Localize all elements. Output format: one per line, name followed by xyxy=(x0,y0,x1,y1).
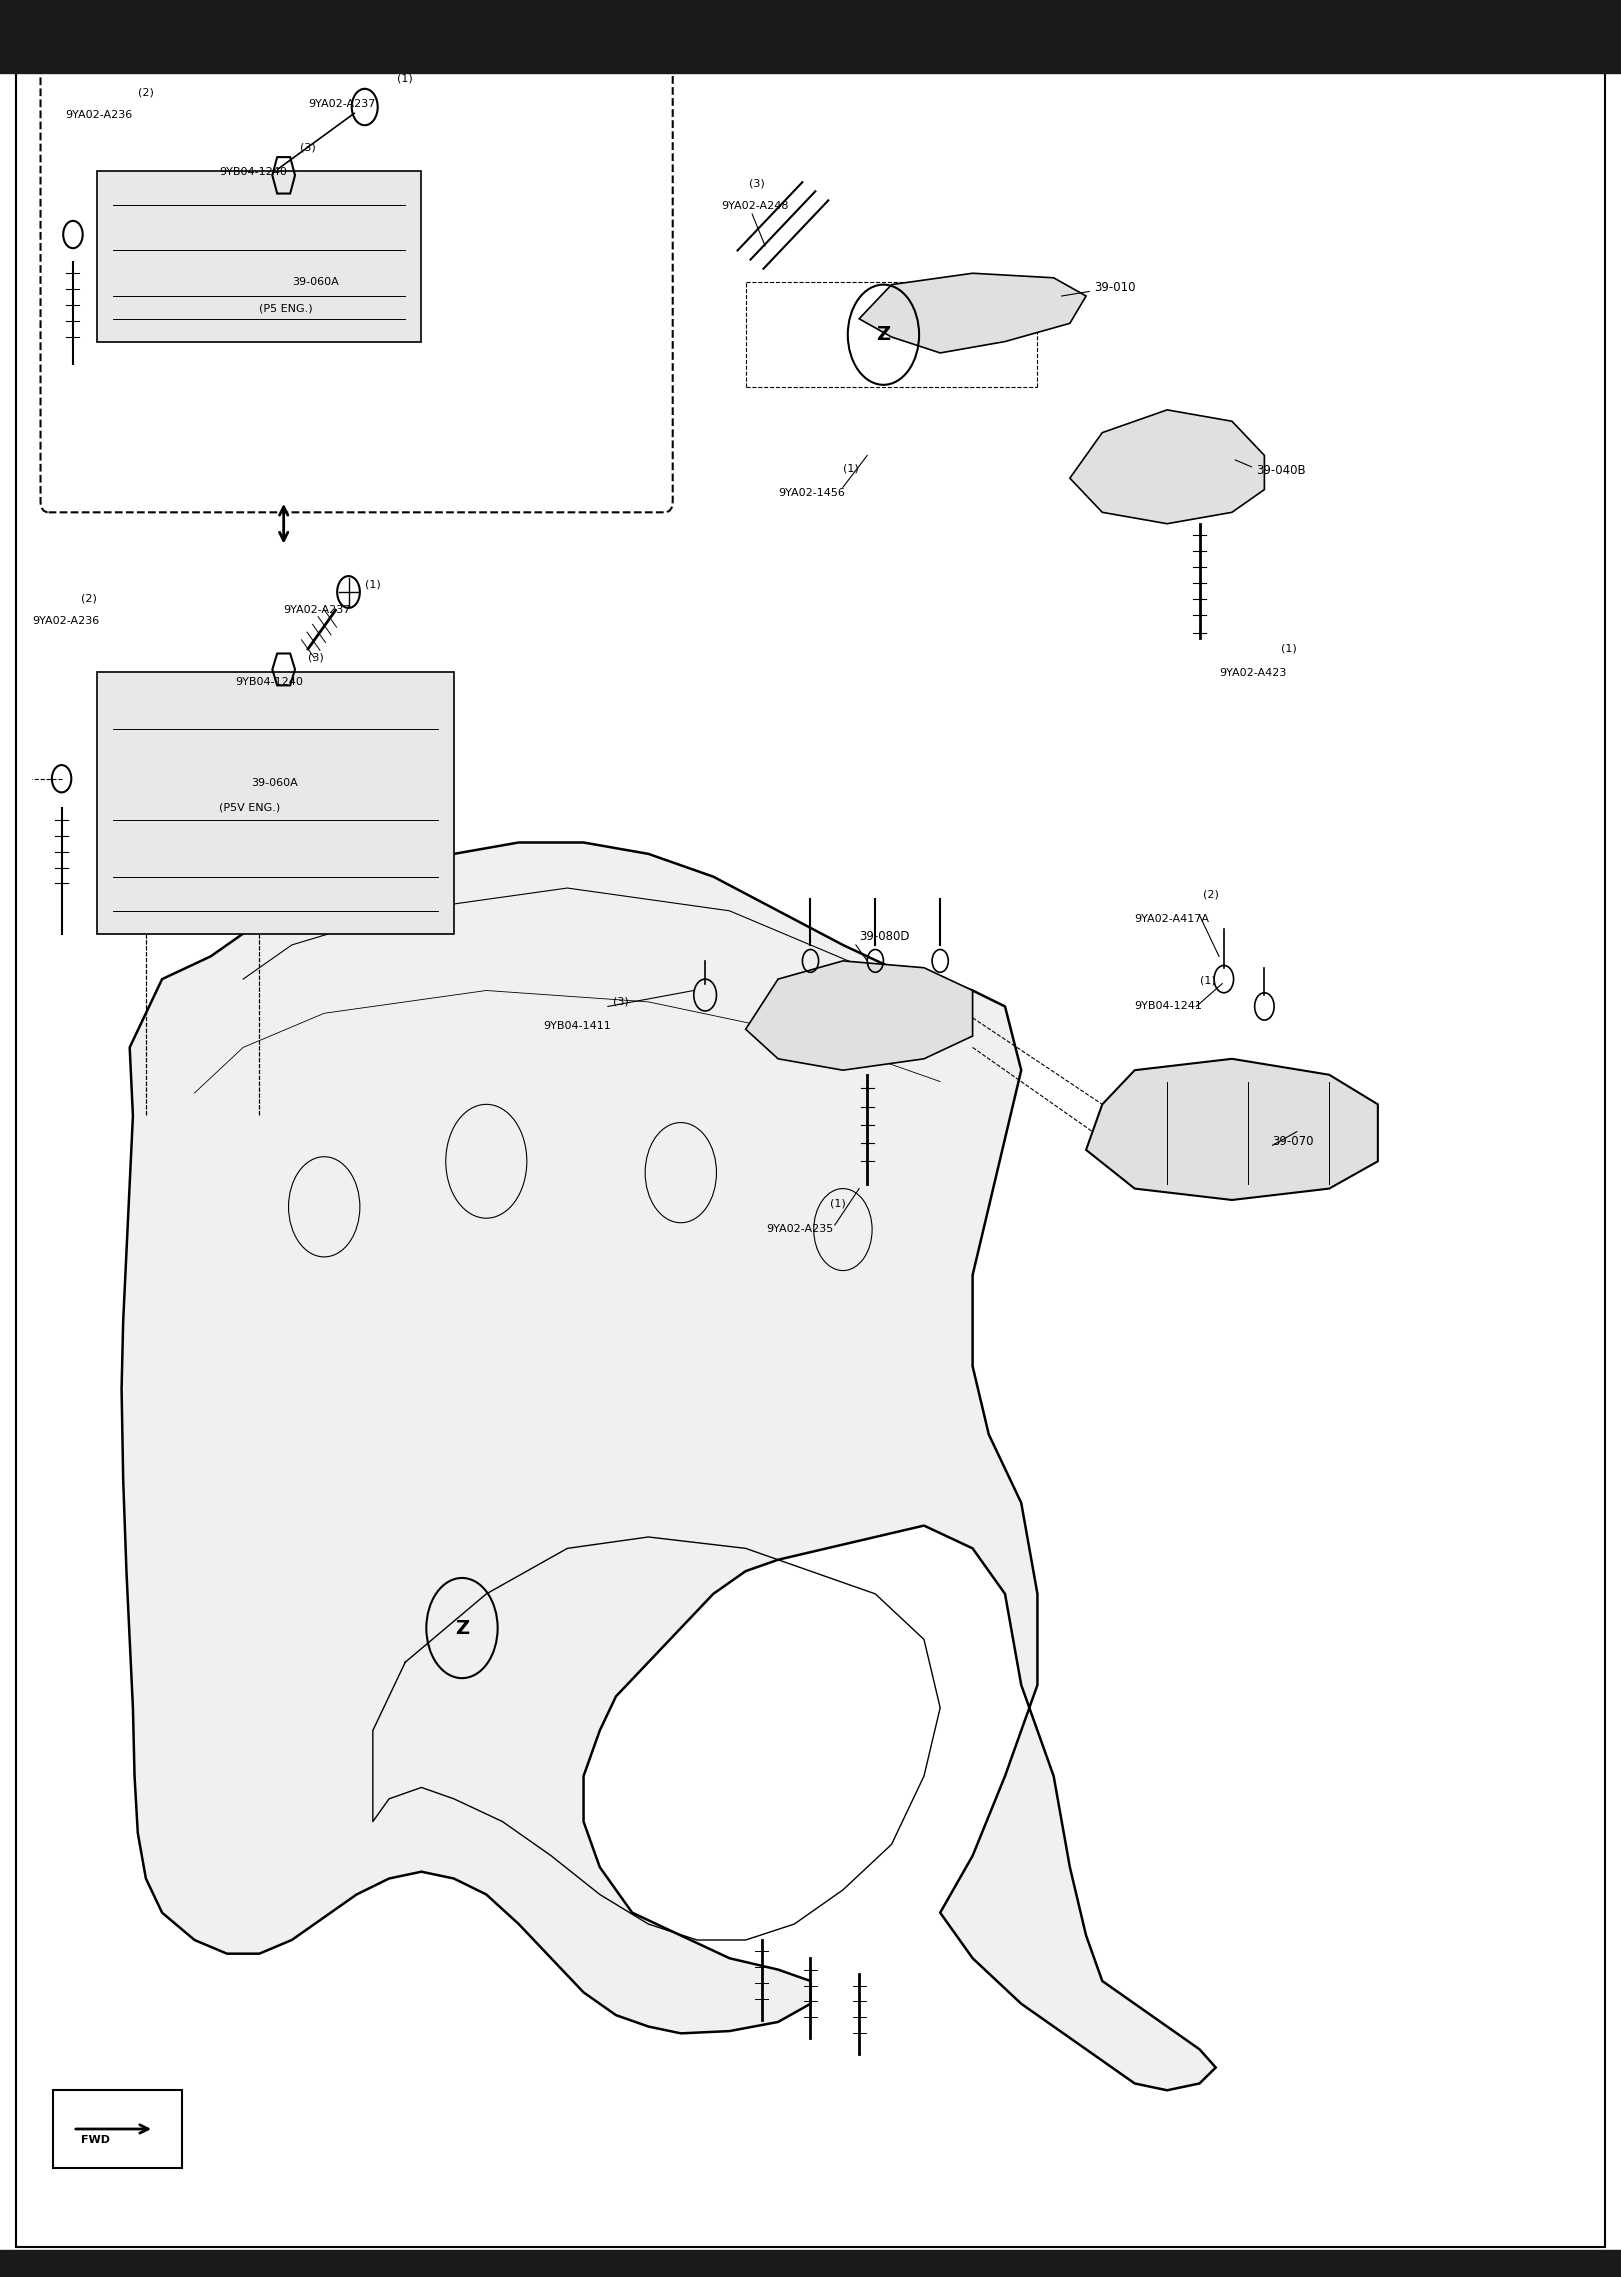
Text: (1): (1) xyxy=(397,73,413,84)
Polygon shape xyxy=(859,273,1086,353)
Text: 9YA02-A423: 9YA02-A423 xyxy=(1219,667,1287,679)
Text: FWD: FWD xyxy=(81,2134,110,2145)
Text: Z: Z xyxy=(877,326,890,344)
Text: 9YB04-1240: 9YB04-1240 xyxy=(219,166,287,178)
Text: 39-040B: 39-040B xyxy=(1256,465,1307,476)
Text: 9YA02-A237: 9YA02-A237 xyxy=(308,98,376,109)
Polygon shape xyxy=(1070,410,1264,524)
FancyBboxPatch shape xyxy=(0,2250,1621,2277)
Text: (3): (3) xyxy=(613,995,629,1006)
Text: 9YB04-1241: 9YB04-1241 xyxy=(1135,1000,1203,1011)
Text: 39-060A: 39-060A xyxy=(292,276,339,287)
Text: (3): (3) xyxy=(749,178,765,189)
Text: (1): (1) xyxy=(365,578,381,590)
Text: (1): (1) xyxy=(1200,975,1216,986)
Text: (3): (3) xyxy=(300,141,316,153)
Text: (P5 ENG.): (P5 ENG.) xyxy=(259,303,313,314)
Text: (1): (1) xyxy=(830,1198,846,1209)
Text: 39-010: 39-010 xyxy=(1094,282,1136,294)
Text: (2): (2) xyxy=(138,87,154,98)
FancyBboxPatch shape xyxy=(97,171,421,342)
Text: 9YA02-A235: 9YA02-A235 xyxy=(767,1223,833,1234)
Text: (3): (3) xyxy=(308,651,324,663)
Text: 9YB04-1411: 9YB04-1411 xyxy=(543,1020,611,1031)
Text: (1): (1) xyxy=(843,462,859,474)
FancyBboxPatch shape xyxy=(97,672,454,934)
Polygon shape xyxy=(746,961,973,1070)
Polygon shape xyxy=(1086,1059,1378,1200)
Text: 39-080D: 39-080D xyxy=(859,931,909,943)
Polygon shape xyxy=(122,842,1216,2090)
Text: 9YA02-A417A: 9YA02-A417A xyxy=(1135,913,1209,924)
Text: 9YA02-A236: 9YA02-A236 xyxy=(65,109,131,121)
Text: (P5V ENG.): (P5V ENG.) xyxy=(219,802,280,813)
Text: 9YA02-A248: 9YA02-A248 xyxy=(721,200,789,212)
FancyBboxPatch shape xyxy=(0,0,1621,73)
Text: 9YA02-A237: 9YA02-A237 xyxy=(284,603,352,615)
Text: 9YA02-1456: 9YA02-1456 xyxy=(778,487,845,499)
Text: (2): (2) xyxy=(1203,888,1219,899)
Text: Z: Z xyxy=(456,1619,468,1637)
Text: 9YB04-1240: 9YB04-1240 xyxy=(235,676,303,688)
Text: 39-060A: 39-060A xyxy=(251,776,298,788)
Text: (1): (1) xyxy=(1281,642,1297,653)
Text: 9YA02-A236: 9YA02-A236 xyxy=(32,615,99,626)
Text: 39-070: 39-070 xyxy=(1272,1136,1315,1148)
Text: (2): (2) xyxy=(81,592,97,603)
